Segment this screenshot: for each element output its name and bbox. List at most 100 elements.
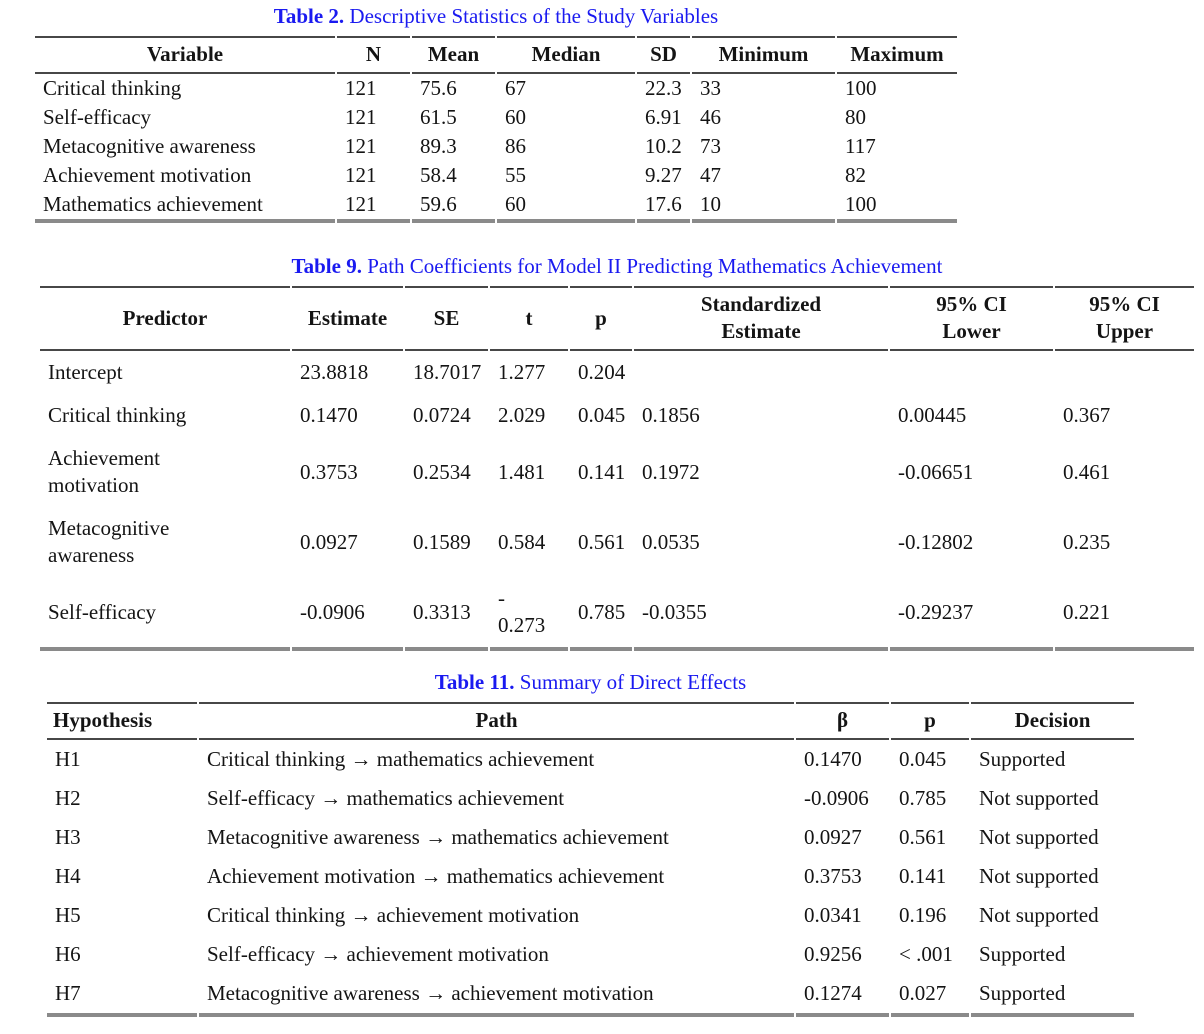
table2-cell: 17.6 [637, 190, 690, 223]
table9-cell: 0.045 [578, 403, 626, 427]
table9-column-header: Estimate [292, 286, 403, 351]
table11-cell: H5 [55, 903, 81, 927]
table9-cell: 0.141 [578, 459, 626, 484]
table2-cell: 86 [505, 134, 526, 158]
table9-cell: Achievement motivation [48, 446, 160, 497]
table11-cell: -0.0906 [804, 786, 869, 810]
table9-cell: 0.1972 [642, 459, 700, 484]
table9-header-row: Predictor Estimate SE t p Standardized Estima… [40, 286, 1194, 351]
table2-cell: 60 [505, 105, 526, 129]
table9-cell: 0.235 [1063, 529, 1111, 554]
table11-cell: 0.0341 [804, 903, 862, 927]
table-row: H3 Metacognitive awareness → mathematics … [47, 818, 1134, 857]
table2-cell: 73 [700, 134, 721, 158]
table9-cell: 0.204 [578, 360, 626, 384]
table11-cell: Achievement motivation → mathematics ach… [207, 864, 665, 888]
table2-cell: 22.3 [645, 76, 682, 100]
table-row: Intercept 23.8818 18.7017 1.277 0.204 [40, 351, 1194, 394]
table-row: Critical thinking 121 75.6 67 22.3 33 100 [35, 74, 957, 103]
table11-cell: Not supported [979, 864, 1099, 888]
table11-caption: Table 11. Summary of Direct Effects [45, 669, 1136, 696]
table11-cell: Self-efficacy → mathematics achievement [207, 786, 565, 810]
table11-cell: 0.561 [899, 825, 947, 849]
table9-cell: 0.0535 [642, 529, 700, 554]
table9-cell: 0.00445 [898, 403, 967, 427]
table9-cell: 18.7017 [413, 360, 482, 384]
table2-cell: 6.91 [645, 105, 682, 129]
table11-cell: < .001 [899, 942, 953, 966]
table9-cell [1055, 351, 1194, 394]
table9-cell: 0.367 [1063, 403, 1111, 427]
table-row: Metacognitive awareness 121 89.3 86 10.2 73 11… [35, 132, 957, 161]
table11-column-header: p [891, 702, 969, 740]
table11-cell: Self-efficacy → achievement motivation [207, 942, 549, 966]
table9-caption-text: Path Coefficients for Model II Predictin… [361, 254, 943, 278]
table2-cell: 61.5 [420, 105, 457, 129]
table2-cell: 82 [845, 163, 866, 187]
table2-cell: 89.3 [420, 134, 457, 158]
table2-cell: 59.6 [412, 190, 495, 223]
table9-cell: -0.12802 [898, 529, 974, 554]
table-row: Critical thinking 0.1470 0.0724 2.029 0.045 0… [40, 394, 1194, 437]
table-path-coefficients: Predictor Estimate SE t p Standardized Estima… [38, 286, 1196, 651]
table11-cell: Not supported [979, 825, 1099, 849]
table11-cell: 0.196 [899, 903, 947, 927]
table11-column-header: Hypothesis [47, 702, 197, 740]
table2-cell: 121 [345, 76, 377, 100]
table9-cell: 0.1589 [413, 529, 471, 554]
table11-cell: Metacognitive awareness → achievement mo… [199, 974, 794, 1017]
table9-cell [634, 351, 888, 394]
table11-cell: Supported [979, 747, 1066, 771]
table9-column-header: 95% CI Upper [1055, 286, 1194, 351]
table11-caption-label: Table 11. [434, 670, 515, 694]
table-row: Achievement motivation 0.3753 0.2534 1.481 0… [40, 437, 1194, 507]
table9-cell: 0.584 [498, 529, 546, 554]
table11-cell: 0.9256 [804, 942, 862, 966]
table2-cell: 100 [845, 76, 877, 100]
table9-cell: 0.0927 [300, 529, 358, 554]
table2-cell: Mathematics achievement [35, 190, 335, 223]
table9-cell: 0.3313 [405, 577, 488, 651]
table2-cell: 80 [845, 105, 866, 129]
table11-cell: H4 [55, 864, 81, 888]
table2-cell: 121 [345, 134, 377, 158]
table2-cell: 33 [700, 76, 721, 100]
table2-cell: 121 [345, 105, 377, 129]
table9-cell: 2.029 [498, 403, 546, 427]
table2-header-row: Variable N Mean Median SD Minimum Maximum [35, 36, 957, 74]
table9-column-header: Standardized Estimate [634, 286, 888, 351]
table-row: Mathematics achievement 121 59.6 60 17.6 10 10… [35, 190, 957, 223]
table9-column-header: Predictor [40, 286, 290, 351]
table2-cell: 60 [497, 190, 635, 223]
table-descriptive-statistics: Variable N Mean Median SD Minimum Maximum Crit… [33, 36, 959, 223]
table2-column-header: Mean [412, 36, 495, 74]
table11-cell: H6 [55, 942, 81, 966]
table2-cell: 47 [700, 163, 721, 187]
table-row: H1 Critical thinking → mathematics achiev… [47, 740, 1134, 779]
table2-cell: 117 [845, 134, 876, 158]
table2-cell: 100 [837, 190, 957, 223]
table-row: H2 Self-efficacy → mathematics achievemen… [47, 779, 1134, 818]
table9-cell: -0.0355 [634, 577, 888, 651]
table9-cell: 0.561 [578, 529, 626, 554]
table2-caption: Table 2. Descriptive Statistics of the S… [33, 3, 959, 30]
table2-column-header: SD [637, 36, 690, 74]
table9-cell: 0.785 [570, 577, 632, 651]
table9-cell: 0.1470 [300, 403, 358, 427]
table11-caption-text: Summary of Direct Effects [514, 670, 747, 694]
table2-column-header: Variable [35, 36, 335, 74]
table2-column-header: Maximum [837, 36, 957, 74]
table2-column-header: Median [497, 36, 635, 74]
table2-column-header: N [337, 36, 410, 74]
table2-cell: 67 [505, 76, 526, 100]
table-row: Metacognitive awareness 0.0927 0.1589 0.584… [40, 507, 1194, 577]
table9-cell: Intercept [48, 360, 123, 384]
table9-cell: 0.461 [1063, 459, 1111, 484]
table-row: H6 Self-efficacy → achievement motivation… [47, 935, 1134, 974]
table9-cell: 0.3753 [300, 459, 358, 484]
table11-cell: 0.045 [899, 747, 947, 771]
table11-cell: 0.3753 [804, 864, 862, 888]
table9-caption-label: Table 9. [291, 254, 362, 278]
table9-cell: 1.481 [498, 459, 546, 484]
table-row: H4 Achievement motivation → mathematics a… [47, 857, 1134, 896]
